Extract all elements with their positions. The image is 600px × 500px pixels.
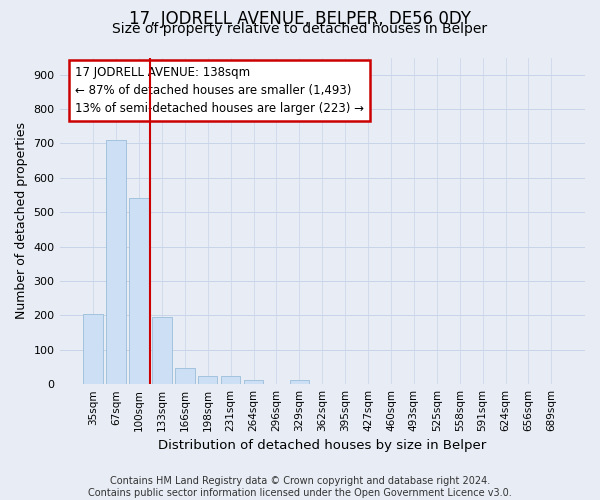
Y-axis label: Number of detached properties: Number of detached properties (15, 122, 28, 320)
X-axis label: Distribution of detached houses by size in Belper: Distribution of detached houses by size … (158, 440, 487, 452)
Text: Contains HM Land Registry data © Crown copyright and database right 2024.
Contai: Contains HM Land Registry data © Crown c… (88, 476, 512, 498)
Bar (106, 140, 126, 384)
Bar (198, 376, 217, 384)
Bar (221, 376, 241, 384)
Bar (244, 380, 263, 384)
Bar (129, 198, 149, 384)
Text: 17 JODRELL AVENUE: 138sqm
← 87% of detached houses are smaller (1,493)
13% of se: 17 JODRELL AVENUE: 138sqm ← 87% of detac… (76, 66, 364, 114)
Bar (152, 317, 172, 384)
Bar (83, 314, 103, 384)
Bar (175, 368, 194, 384)
Bar (290, 380, 309, 384)
Text: Size of property relative to detached houses in Belper: Size of property relative to detached ho… (112, 22, 488, 36)
Text: 17, JODRELL AVENUE, BELPER, DE56 0DY: 17, JODRELL AVENUE, BELPER, DE56 0DY (129, 10, 471, 28)
